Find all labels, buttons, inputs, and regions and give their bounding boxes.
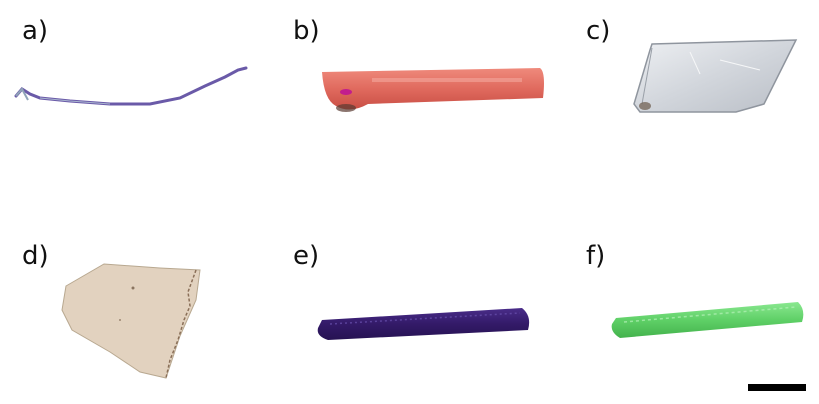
panel-label-c: c) xyxy=(586,16,611,46)
specimen-e-purple-rod xyxy=(317,308,530,340)
panel-label-e: e) xyxy=(293,241,320,271)
specimen-b-red-bar xyxy=(322,68,544,112)
specimen-a-fiber xyxy=(14,66,248,106)
panel-label-b: b) xyxy=(293,16,320,46)
scale-bar xyxy=(748,384,806,391)
panel-label-a: a) xyxy=(22,16,49,46)
panel-label-d: d) xyxy=(22,241,49,271)
panel-label-f: f) xyxy=(586,241,606,271)
specimen-c-clear-film xyxy=(633,39,798,113)
specimen-f-green-rod xyxy=(611,302,804,338)
specimen-d-beige-fabric xyxy=(61,263,201,379)
